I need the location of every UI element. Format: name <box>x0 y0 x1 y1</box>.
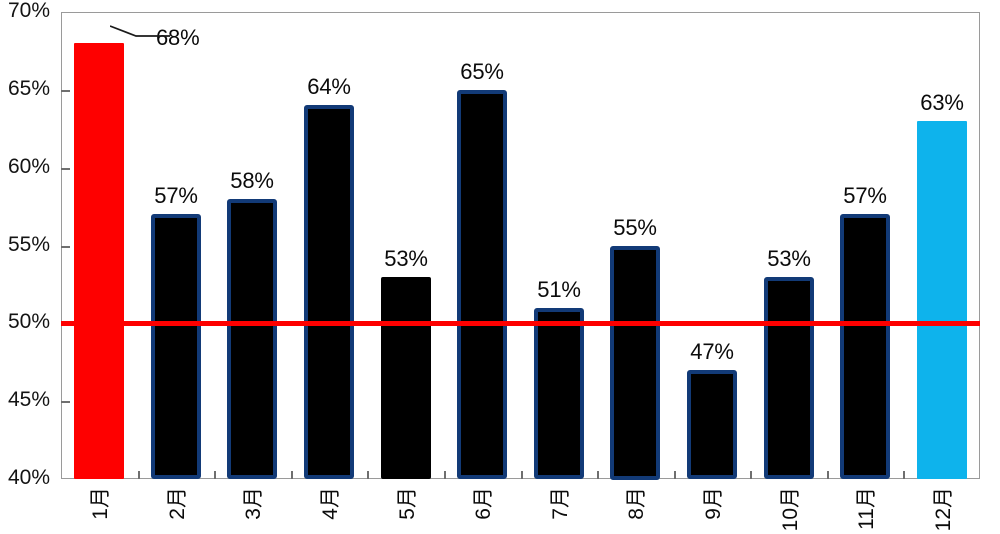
y-tick-text: 40% <box>7 466 50 489</box>
bar-5月[interactable] <box>381 277 431 479</box>
y-tick-text: 50% <box>7 310 50 334</box>
bar-2月[interactable] <box>151 214 201 479</box>
x-label-text: 2月 <box>166 487 189 520</box>
x-label-text: 8月 <box>625 487 648 520</box>
data-label-5月: 53% <box>384 246 428 271</box>
y-tick-text: 55% <box>7 232 50 256</box>
bar-7月[interactable] <box>534 308 584 479</box>
x-label-text: 4月 <box>319 487 342 520</box>
data-label-1月: 68% <box>156 25 200 50</box>
x-tick-mark <box>214 471 216 479</box>
x-tick-mark <box>903 471 905 479</box>
bar-4月[interactable] <box>304 105 354 479</box>
plot-area <box>61 12 980 479</box>
data-label-4月: 64% <box>307 74 351 99</box>
x-label-text: 3月 <box>242 487 265 520</box>
x-label-text: 11月 <box>855 487 878 530</box>
x-label-text: 7月 <box>549 487 572 520</box>
x-tick-mark <box>521 471 523 479</box>
bar-9月[interactable] <box>687 370 737 479</box>
x-label-text: 6月 <box>472 487 495 520</box>
x-label-text: 12月 <box>932 487 955 532</box>
bar-3月[interactable] <box>227 199 277 479</box>
x-label-text: 9月 <box>702 487 725 520</box>
y-tick-text: 60% <box>7 154 50 178</box>
y-tick-mark <box>61 89 70 92</box>
x-tick-mark <box>444 471 446 479</box>
x-label-text: 10月 <box>779 487 802 532</box>
reference-line-50 <box>61 321 980 326</box>
data-label-12月: 63% <box>920 90 964 115</box>
y-tick-text: 45% <box>7 388 50 412</box>
data-label-10月: 53% <box>767 246 811 271</box>
bar-11月[interactable] <box>840 214 890 479</box>
y-tick-mark <box>61 167 70 170</box>
y-tick-mark <box>61 245 70 248</box>
data-label-8月: 55% <box>613 215 657 240</box>
bar-8月[interactable] <box>610 246 660 480</box>
x-tick-mark <box>291 471 293 479</box>
x-tick-mark <box>597 471 599 479</box>
x-tick-mark <box>367 471 369 479</box>
bar-6月[interactable] <box>457 90 507 479</box>
bar-1月[interactable] <box>74 43 124 479</box>
x-tick-mark <box>827 471 829 479</box>
data-label-3月: 58% <box>230 168 274 193</box>
bar-10月[interactable] <box>764 277 814 479</box>
data-label-9月: 47% <box>690 339 734 364</box>
bar-12月[interactable] <box>917 121 967 479</box>
y-tick-mark <box>61 401 70 404</box>
x-tick-mark <box>674 471 676 479</box>
y-tick-text: 70% <box>7 0 50 22</box>
data-label-6月: 65% <box>460 59 504 84</box>
x-tick-mark <box>750 471 752 479</box>
x-label-text: 1月 <box>89 487 112 520</box>
x-label-text: 5月 <box>396 487 419 520</box>
data-label-2月: 57% <box>154 183 198 208</box>
data-label-11月: 57% <box>843 183 887 208</box>
x-tick-mark <box>138 471 140 479</box>
data-label-7月: 51% <box>537 277 581 302</box>
y-tick-text: 65% <box>7 76 50 100</box>
